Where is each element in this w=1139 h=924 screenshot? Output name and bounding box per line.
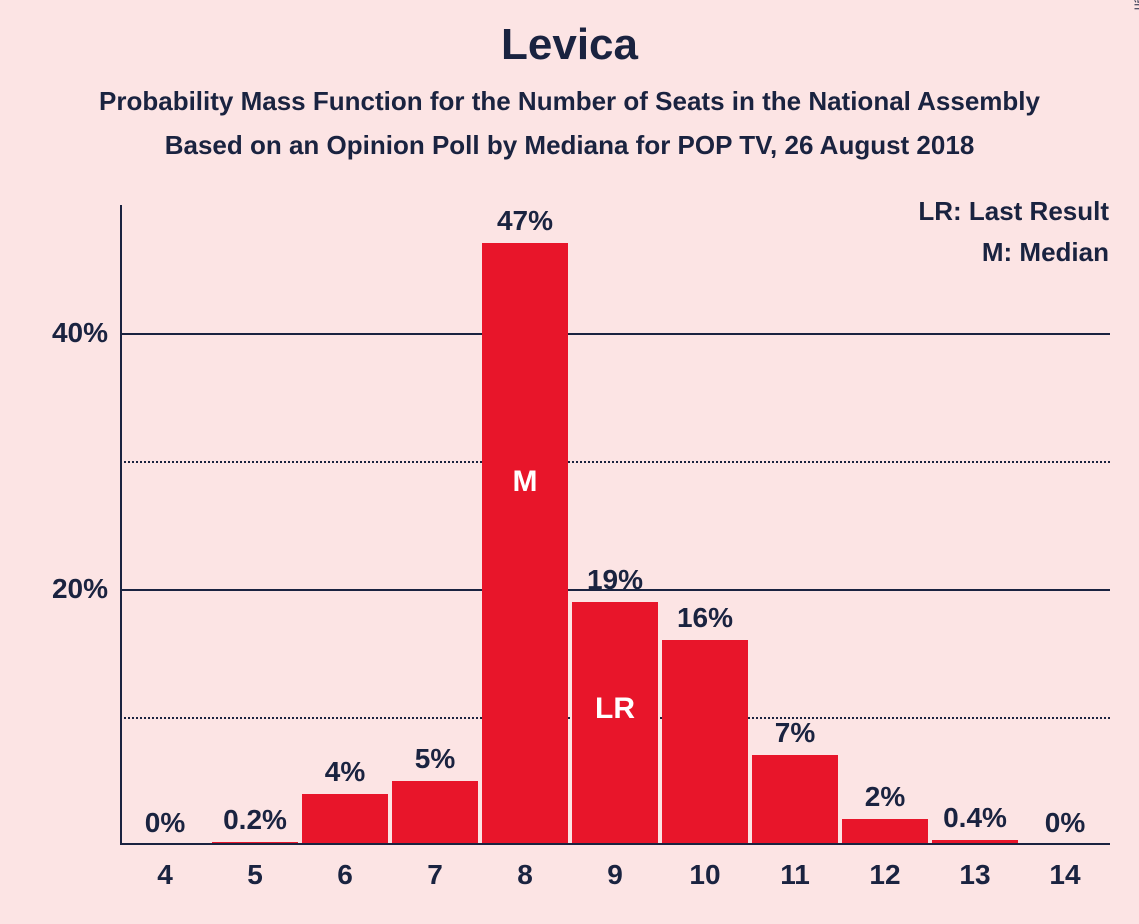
x-tick-label: 9 [607, 859, 623, 891]
chart-subtitle-1: Probability Mass Function for the Number… [0, 86, 1139, 117]
bar-value-label: 47% [497, 205, 553, 237]
x-tick-label: 8 [517, 859, 533, 891]
bar-slot: 0.4%13 [932, 205, 1018, 845]
bar-slot: 47%M8 [482, 205, 568, 845]
bar-slot: 0%14 [1022, 205, 1108, 845]
bar-value-label: 7% [775, 717, 815, 749]
chart-title: Levica [0, 20, 1139, 70]
bar: 19%LR [572, 602, 658, 845]
bar-value-label: 4% [325, 756, 365, 788]
bar-value-label: 5% [415, 743, 455, 775]
bar-marker: M [513, 465, 538, 499]
y-tick-label: 40% [52, 317, 108, 349]
chart-bars: 0%40.2%54%65%747%M819%LR916%107%112%120.… [120, 205, 1110, 845]
bar-value-label: 0.2% [223, 804, 287, 836]
chart-subtitle-2: Based on an Opinion Poll by Mediana for … [0, 130, 1139, 161]
x-tick-label: 10 [689, 859, 720, 891]
bar-slot: 2%12 [842, 205, 928, 845]
x-tick-label: 14 [1049, 859, 1080, 891]
y-tick-label: 20% [52, 573, 108, 605]
bar-value-label: 16% [677, 602, 733, 634]
bar-marker: LR [595, 692, 635, 726]
bar: 16% [662, 640, 748, 845]
copyright-text: © 2018 Filip van Leenen [1131, 0, 1139, 10]
bar-slot: 19%LR9 [572, 205, 658, 845]
bar-slot: 5%7 [392, 205, 478, 845]
bar-value-label: 2% [865, 781, 905, 813]
x-tick-label: 7 [427, 859, 443, 891]
chart-plot-area: 0%40.2%54%65%747%M819%LR916%107%112%120.… [120, 205, 1110, 845]
bar: 7% [752, 755, 838, 845]
bar: 2% [842, 819, 928, 845]
x-tick-label: 6 [337, 859, 353, 891]
x-axis [120, 843, 1110, 845]
bar-slot: 0%4 [122, 205, 208, 845]
x-tick-label: 13 [959, 859, 990, 891]
x-tick-label: 12 [869, 859, 900, 891]
x-tick-label: 4 [157, 859, 173, 891]
bar-value-label: 0% [1045, 807, 1085, 839]
bar-slot: 16%10 [662, 205, 748, 845]
x-tick-label: 5 [247, 859, 263, 891]
bar: 4% [302, 794, 388, 845]
bar-slot: 0.2%5 [212, 205, 298, 845]
bar: 5% [392, 781, 478, 845]
bar: 47%M [482, 243, 568, 845]
bar-slot: 7%11 [752, 205, 838, 845]
bar-value-label: 0.4% [943, 802, 1007, 834]
bar-value-label: 0% [145, 807, 185, 839]
bar-slot: 4%6 [302, 205, 388, 845]
bar-value-label: 19% [587, 564, 643, 596]
x-tick-label: 11 [780, 859, 810, 891]
